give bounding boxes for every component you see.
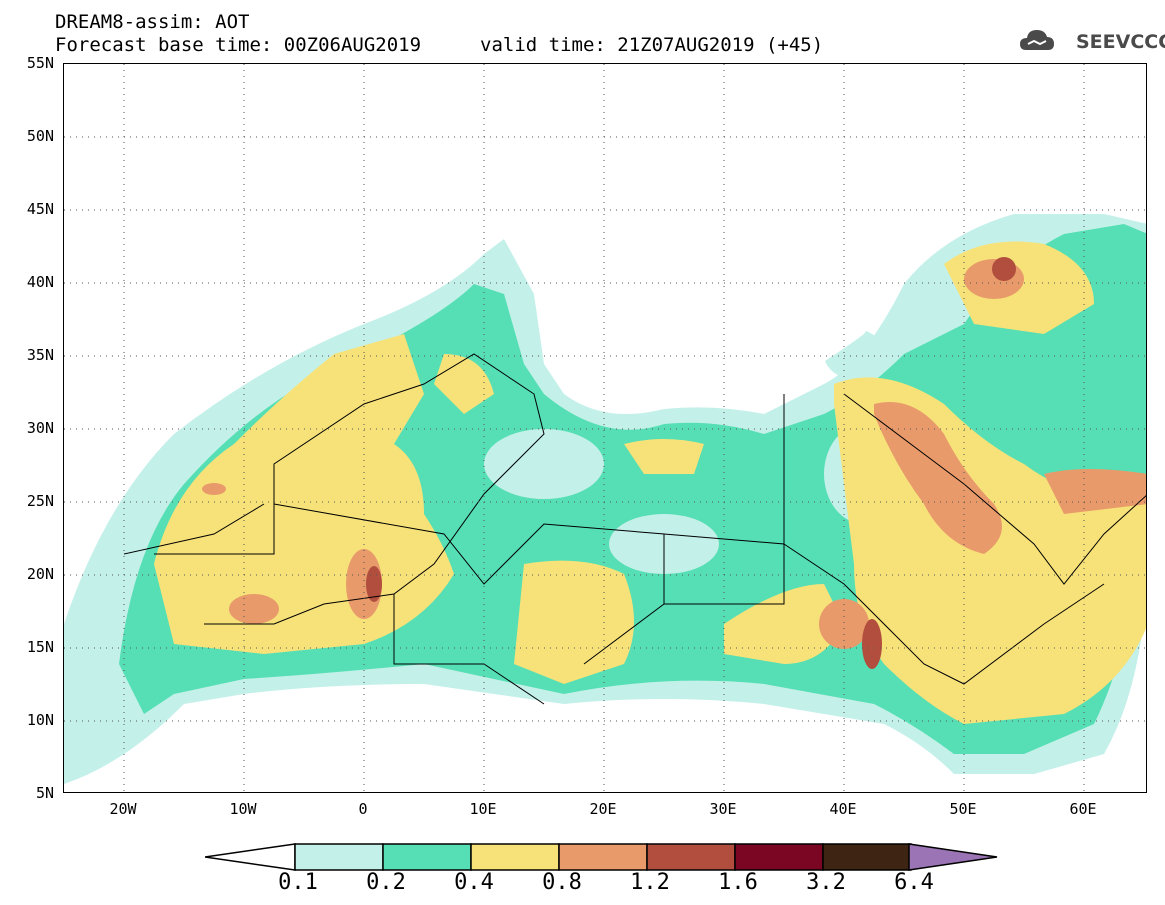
- colorbar-label-0.2: 0.2: [366, 870, 406, 895]
- lon-label-10w: 10W: [229, 800, 257, 818]
- logo-text: SEEVCCC: [1076, 31, 1165, 53]
- lon-label-0: 0: [358, 800, 368, 818]
- lat-label-40n: 40N: [26, 273, 54, 291]
- colorbar-bin-3: [558, 843, 648, 871]
- colorbar-bin-4: [646, 843, 736, 871]
- map-title: DREAM8-assim: AOT: [55, 11, 250, 33]
- colorbar: [205, 843, 998, 871]
- aot-level-1.2: [366, 257, 1016, 669]
- map-panel[interactable]: [63, 63, 1147, 793]
- colorbar-bin-5: [734, 843, 824, 871]
- lat-label-30n: 30N: [26, 419, 54, 437]
- lon-label-20w: 20W: [109, 800, 137, 818]
- lat-label-5n: 5N: [35, 784, 54, 802]
- colorbar-label-0.4: 0.4: [454, 870, 494, 895]
- lat-label-50n: 50N: [26, 127, 54, 145]
- forecast-base-time: Forecast base time: 00Z06AUG2019: [55, 34, 422, 56]
- valid-time: valid time: 21Z07AUG2019 (+45): [480, 34, 824, 56]
- lon-label-60e: 60E: [1069, 800, 1097, 818]
- colorbar-over-arrow: [908, 843, 998, 871]
- lon-label-30e: 30E: [709, 800, 737, 818]
- colorbar-bin-2: [470, 843, 560, 871]
- colorbar-label-0.8: 0.8: [542, 870, 582, 895]
- lat-label-10n: 10N: [26, 711, 54, 729]
- aot-field-map: [64, 64, 1146, 792]
- lat-label-25n: 25N: [26, 492, 54, 510]
- lat-label-55n: 55N: [26, 54, 54, 72]
- europe-clear-area: [64, 64, 1146, 504]
- colorbar-label-6.4: 6.4: [894, 870, 934, 895]
- lat-label-20n: 20N: [26, 565, 54, 583]
- lon-label-20e: 20E: [589, 800, 617, 818]
- lon-label-50e: 50E: [949, 800, 977, 818]
- colorbar-label-1.2: 1.2: [630, 870, 670, 895]
- colorbar-bin-6: [822, 843, 912, 871]
- colorbar-label-0.1: 0.1: [278, 870, 318, 895]
- cloud-logo-icon: [1020, 30, 1054, 50]
- colorbar-label-1.6: 1.6: [718, 870, 758, 895]
- country-borders: [123, 353, 1146, 705]
- lon-label-40e: 40E: [829, 800, 857, 818]
- colorbar-under-arrow: [205, 843, 296, 871]
- colorbar-label-3.2: 3.2: [806, 870, 846, 895]
- graticule: [64, 64, 1146, 792]
- colorbar-bin-0: [294, 843, 384, 871]
- lat-label-15n: 15N: [26, 638, 54, 656]
- lat-label-35n: 35N: [26, 346, 54, 364]
- lon-label-10e: 10E: [469, 800, 497, 818]
- colorbar-bin-1: [382, 843, 472, 871]
- lat-label-45n: 45N: [26, 200, 54, 218]
